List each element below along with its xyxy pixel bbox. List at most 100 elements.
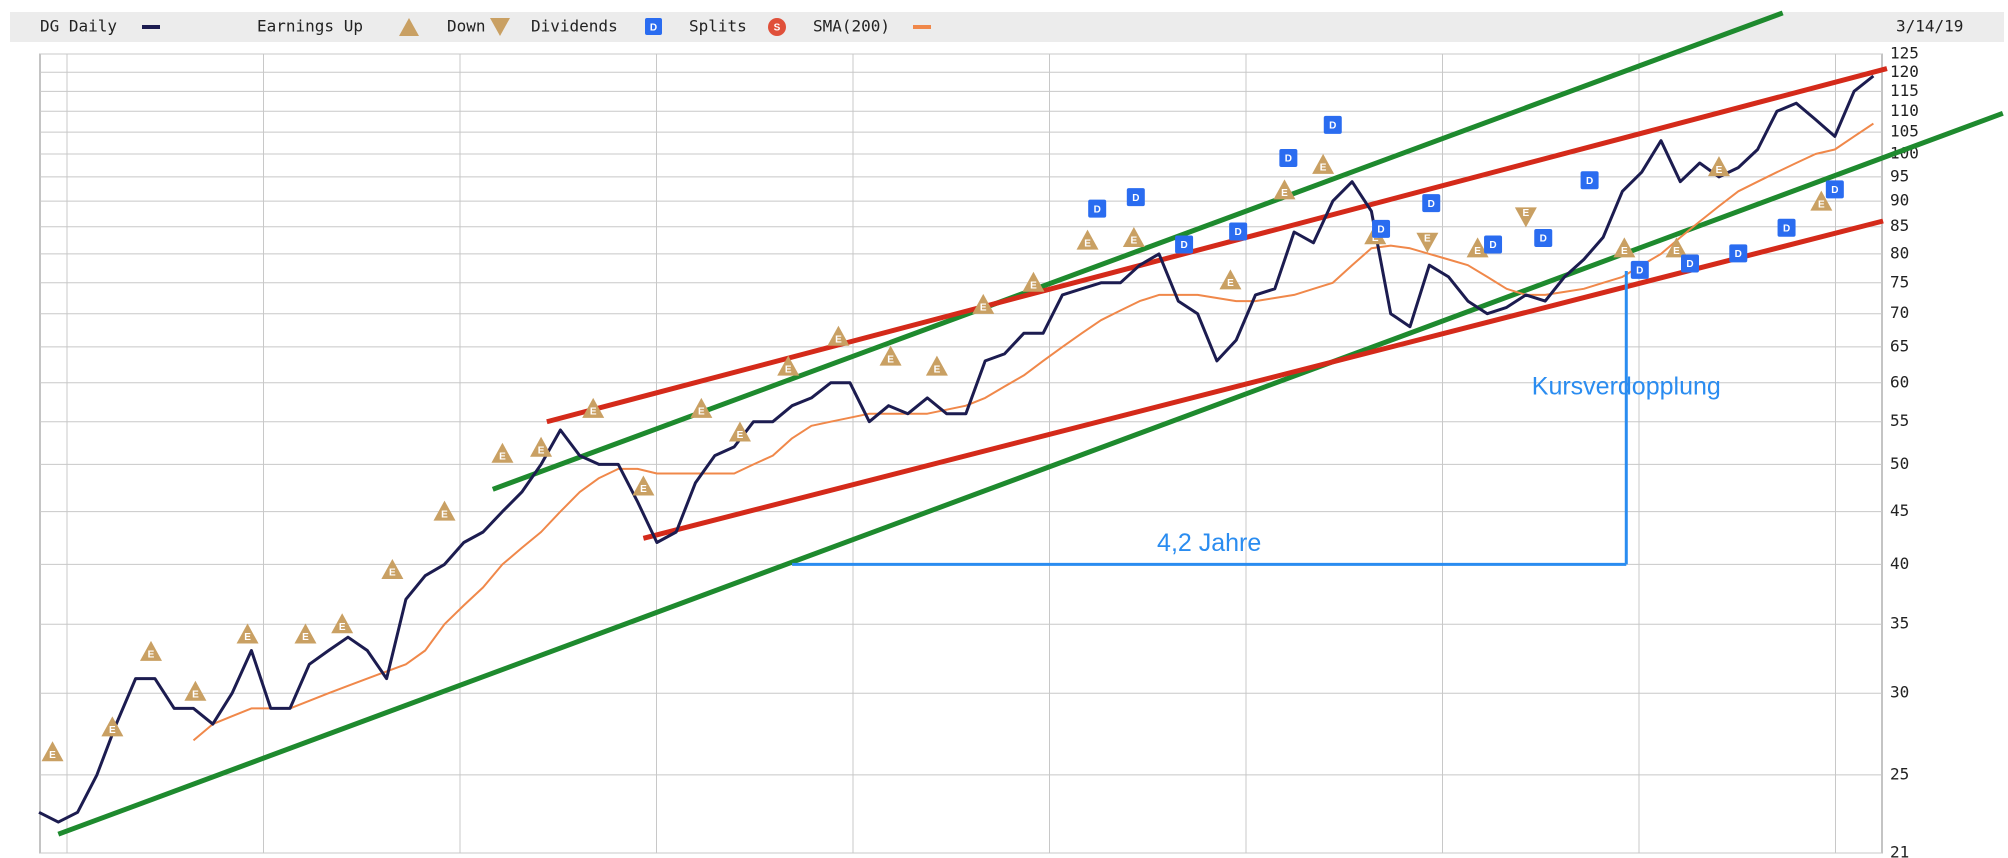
marker-letter: E xyxy=(934,364,941,375)
marker-letter: D xyxy=(1540,234,1547,245)
y-tick-label: 30 xyxy=(1890,683,1909,702)
earnings-up-marker xyxy=(1122,226,1145,247)
dividend-marker xyxy=(1777,218,1796,237)
marker-letter: D xyxy=(1636,266,1643,277)
marker-letter: E xyxy=(441,509,448,520)
marker-letter: E xyxy=(1523,208,1530,219)
legend-div-letter: D xyxy=(650,23,657,34)
earnings-up-marker xyxy=(381,559,404,580)
y-tick-label: 90 xyxy=(1890,191,1909,210)
legend-split-icon xyxy=(768,18,786,36)
header-bar xyxy=(10,12,2004,42)
y-tick-label: 65 xyxy=(1890,336,1909,355)
price-line xyxy=(38,74,1875,824)
marker-letter: E xyxy=(1131,236,1138,247)
marker-letter: E xyxy=(302,632,309,643)
marker-letter: D xyxy=(1377,225,1384,236)
y-tick-label: 35 xyxy=(1890,614,1909,633)
marker-letter: D xyxy=(1586,176,1593,187)
earnings-up-marker xyxy=(1707,156,1730,177)
dividend-marker xyxy=(1630,260,1649,279)
y-tick-label: 25 xyxy=(1890,764,1909,783)
marker-letter: E xyxy=(1621,246,1628,257)
legend-split-letter: S xyxy=(774,23,781,34)
marker-letter: E xyxy=(1673,246,1680,257)
marker-letter: D xyxy=(1428,199,1435,210)
marker-letter: E xyxy=(737,430,744,441)
dividend-marker xyxy=(1484,235,1503,254)
trendline xyxy=(546,66,1888,425)
marker-letter: E xyxy=(887,354,894,365)
earnings-up-marker xyxy=(491,442,514,463)
y-tick-label: 21 xyxy=(1890,843,1909,858)
marker-letter: E xyxy=(49,750,56,761)
legend-price: DG Daily xyxy=(40,17,117,36)
dividend-marker xyxy=(1422,194,1441,213)
marker-letter: E xyxy=(192,689,199,700)
trendline xyxy=(642,218,1884,541)
marker-letter: D xyxy=(1735,249,1742,260)
legend-down-icon xyxy=(490,18,510,36)
y-tick-label: 85 xyxy=(1890,216,1909,235)
legend-earnings-up: Earnings Up xyxy=(257,17,363,36)
dividend-marker xyxy=(1229,222,1248,241)
marker-letter: E xyxy=(499,451,506,462)
marker-letter: E xyxy=(640,484,647,495)
earnings-up-marker xyxy=(827,325,850,346)
earnings-up-marker xyxy=(1466,237,1489,258)
legend-splits: Splits xyxy=(689,17,747,36)
y-tick-label: 45 xyxy=(1890,501,1909,520)
marker-letter: E xyxy=(1281,188,1288,199)
date-label: 3/14/19 xyxy=(1896,17,1963,36)
marker-letter: E xyxy=(148,650,155,661)
marker-letter: D xyxy=(1489,240,1496,251)
legend-div-icon xyxy=(645,18,662,35)
earnings-up-marker xyxy=(530,436,553,457)
marker-letter: E xyxy=(389,568,396,579)
marker-letter: E xyxy=(1030,280,1037,291)
earnings-up-marker xyxy=(879,345,902,366)
marker-letter: E xyxy=(339,622,346,633)
dividend-marker xyxy=(1681,254,1700,273)
earnings-up-marker xyxy=(1665,237,1688,258)
dividend-marker xyxy=(1580,171,1599,190)
dividend-marker xyxy=(1279,149,1298,168)
marker-letter: D xyxy=(1285,154,1292,165)
y-tick-label: 110 xyxy=(1890,101,1919,120)
dividend-marker xyxy=(1825,180,1844,199)
earnings-down-marker xyxy=(1416,232,1439,253)
earnings-up-marker xyxy=(972,293,995,314)
y-tick-label: 125 xyxy=(1890,44,1919,63)
marker-letter: D xyxy=(1180,240,1187,251)
y-tick-label: 40 xyxy=(1890,554,1909,573)
earnings-up-marker xyxy=(433,500,456,521)
marker-letter: D xyxy=(1329,121,1336,132)
trendline xyxy=(57,110,2004,837)
plot-frame xyxy=(39,53,1883,854)
earnings-up-marker xyxy=(632,475,655,496)
earnings-up-marker xyxy=(1022,271,1045,292)
earnings-up-marker xyxy=(582,397,605,418)
earnings-up-marker xyxy=(101,716,124,737)
dividend-marker xyxy=(1372,219,1391,238)
marker-letter: E xyxy=(590,407,597,418)
y-tick-label: 105 xyxy=(1890,122,1919,141)
marker-letter: D xyxy=(1132,193,1139,204)
y-tick-label: 120 xyxy=(1890,62,1919,81)
earnings-up-marker xyxy=(184,680,207,701)
marker-letter: D xyxy=(1094,204,1101,215)
marker-letter: E xyxy=(1320,162,1327,173)
marker-letter: E xyxy=(1474,246,1481,257)
earnings-up-marker xyxy=(1273,179,1296,200)
marker-letter: D xyxy=(1235,227,1242,238)
annotation-label: 4,2 Jahre xyxy=(1157,529,1261,557)
y-tick-label: 115 xyxy=(1890,81,1919,100)
sma-line xyxy=(192,122,1874,742)
earnings-up-marker xyxy=(331,613,354,634)
marker-letter: E xyxy=(835,334,842,345)
marker-letter: E xyxy=(1227,278,1234,289)
earnings-up-marker xyxy=(728,421,751,442)
earnings-up-marker xyxy=(690,397,713,418)
